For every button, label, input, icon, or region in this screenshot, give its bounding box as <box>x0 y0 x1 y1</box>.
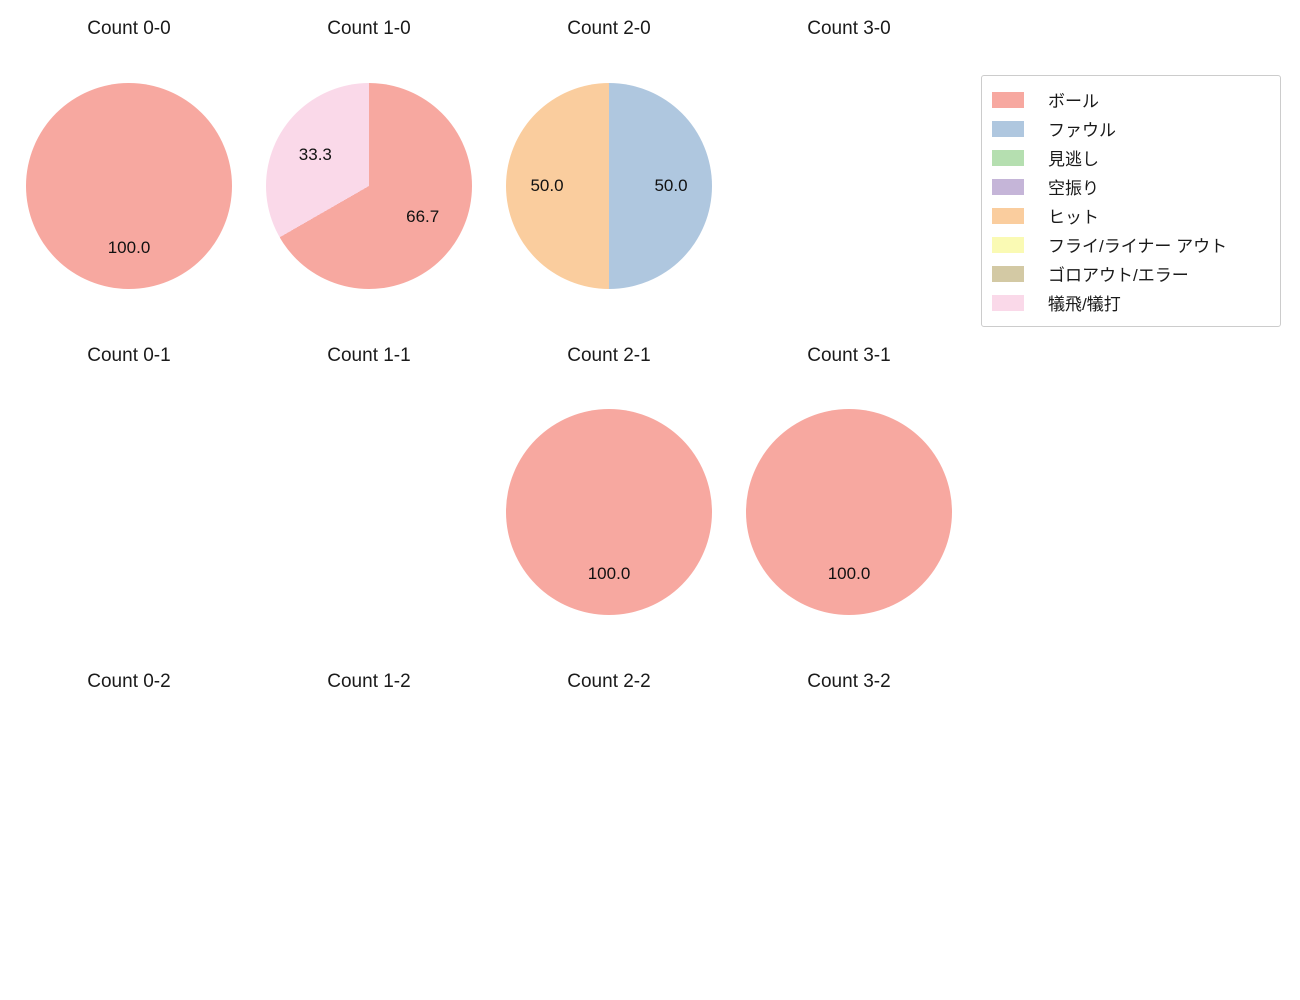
pie-percentage-label: 50.0 <box>654 176 688 195</box>
legend-label: ファウル <box>1048 121 1116 140</box>
legend-swatch <box>992 265 1024 282</box>
pie-percentage-label: 33.3 <box>298 144 332 164</box>
pie-count-2-0 <box>506 83 712 289</box>
pie-count-3-1 <box>746 409 952 615</box>
pie-count-2-1 <box>506 409 712 615</box>
subplot-title: Count 1-2 <box>327 671 411 692</box>
subplot-title: Count 0-2 <box>87 671 171 692</box>
legend-swatch <box>992 120 1024 137</box>
legend-label: ボール <box>1048 92 1099 111</box>
subplot-title: Count 2-2 <box>567 671 651 692</box>
legend-swatch <box>992 207 1024 224</box>
pie-percentage-label: 100.0 <box>107 238 151 257</box>
legend-item: 犠飛/犠打 <box>992 288 1270 317</box>
subplot-title: Count 2-1 <box>567 345 651 366</box>
legend-label: 空振り <box>1048 179 1099 198</box>
legend-item: ヒット <box>992 201 1270 230</box>
legend-item: ゴロアウト/エラー <box>992 259 1270 288</box>
pie-count-1-0 <box>266 83 472 289</box>
subplot-title: Count 1-0 <box>327 18 411 39</box>
subplot-title: Count 0-0 <box>87 18 171 39</box>
subplot-title: Count 2-0 <box>567 18 651 39</box>
subplot-title: Count 3-1 <box>807 345 891 366</box>
legend-label: フライ/ライナー アウト <box>1048 237 1228 256</box>
pie-percentage-label: 66.7 <box>406 207 440 227</box>
legend-label: ヒット <box>1048 208 1099 227</box>
subplot-title: Count 3-0 <box>807 18 891 39</box>
legend-item: 見逃し <box>992 143 1270 172</box>
legend-item: フライ/ライナー アウト <box>992 230 1270 259</box>
legend-swatch <box>992 149 1024 166</box>
pie-count-0-0 <box>26 83 232 289</box>
legend-label: ゴロアウト/エラー <box>1048 266 1189 285</box>
subplot-title: Count 0-1 <box>87 345 171 366</box>
legend-swatch <box>992 91 1024 108</box>
legend-item: ボール <box>992 85 1270 114</box>
subplot-title: Count 3-2 <box>807 671 891 692</box>
legend-label: 見逃し <box>1048 150 1099 169</box>
legend: ボールファウル見逃し空振りヒットフライ/ライナー アウト ゴロアウト/エラー 犠飛/… <box>981 75 1281 327</box>
legend-swatch <box>992 178 1024 195</box>
subplot-title: Count 1-1 <box>327 345 411 366</box>
legend-swatch <box>992 236 1024 253</box>
legend-label: 犠飛/犠打 <box>1048 295 1121 314</box>
pie-percentage-label: 100.0 <box>827 564 871 583</box>
legend-item: 空振り <box>992 172 1270 201</box>
pie-percentage-label: 50.0 <box>530 176 564 195</box>
legend-item: ファウル <box>992 114 1270 143</box>
legend-swatch <box>992 294 1024 311</box>
pie-percentage-label: 100.0 <box>587 564 631 583</box>
